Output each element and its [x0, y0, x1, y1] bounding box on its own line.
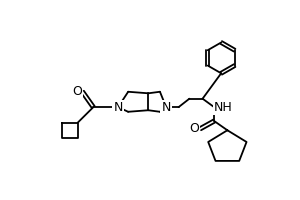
Text: N: N	[161, 101, 171, 114]
Text: O: O	[72, 85, 82, 98]
Text: N: N	[113, 101, 123, 114]
Text: O: O	[189, 122, 199, 135]
Text: NH: NH	[214, 101, 233, 114]
